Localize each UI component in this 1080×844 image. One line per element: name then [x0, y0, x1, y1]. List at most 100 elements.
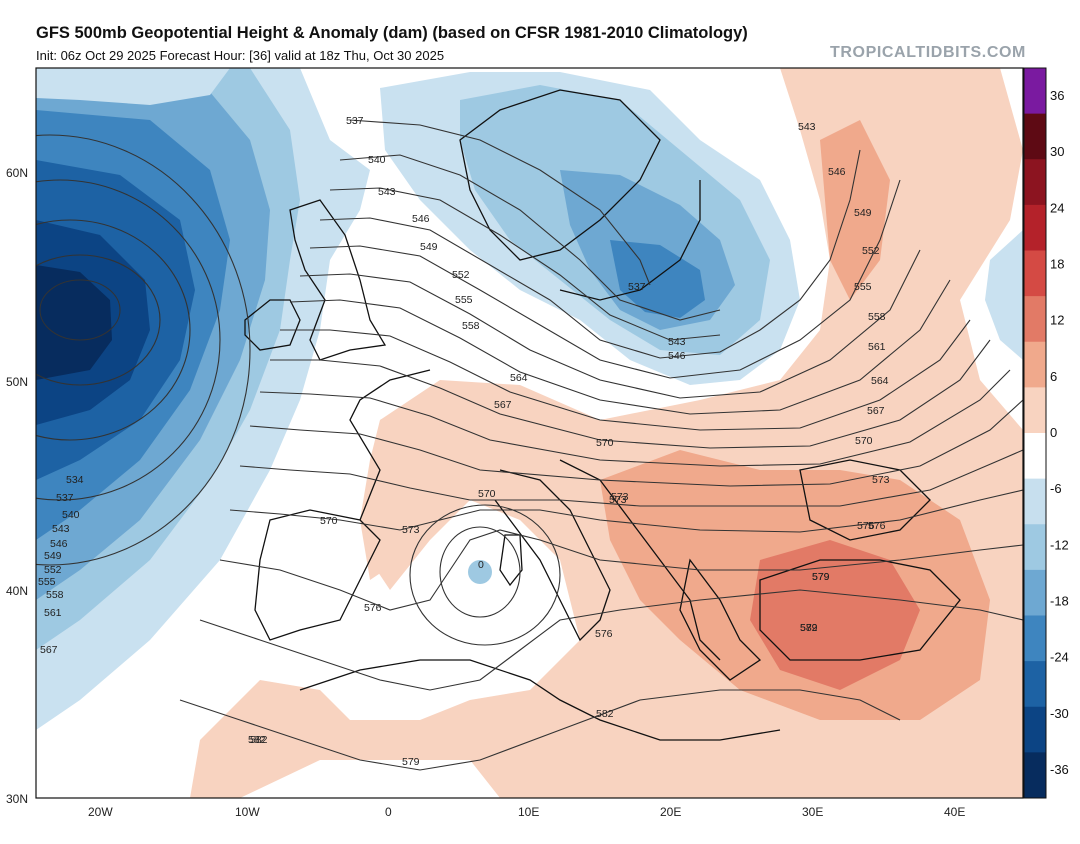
contour-label: 576 [857, 520, 875, 532]
scandinavia-coast [459, 89, 661, 261]
contour-label: 555 [854, 281, 872, 293]
colorbar-tick-label: 30 [1050, 144, 1064, 159]
contour-540 [339, 154, 721, 321]
colorbar-tick-label: -12 [1050, 537, 1069, 552]
contour-label: 546 [412, 213, 430, 225]
contour-label: 558 [868, 311, 886, 323]
contour-label: 549 [854, 207, 872, 219]
contour-label: 540 [368, 154, 386, 166]
map-title: GFS 500mb Geopotential Height & Anomaly … [36, 24, 748, 42]
africa-coast [299, 659, 781, 741]
longitude-labels: 20W 10W 0 10E 20E 30E 40E [88, 805, 965, 819]
atlantic-low-contour-5 [36, 134, 251, 566]
colorbar-swatch [1024, 478, 1046, 525]
contour-label: 567 [494, 399, 512, 411]
contour-549 [309, 179, 901, 379]
contour-555 [289, 279, 951, 415]
contour-label: 573 [611, 491, 629, 503]
colorbar-swatch [1024, 296, 1046, 343]
contour-546 [319, 149, 861, 359]
colorbar-swatch [1024, 159, 1046, 206]
contour-564 [259, 369, 1011, 467]
contour-label: 579 [402, 756, 420, 768]
contour-label: 576 [595, 628, 613, 640]
atlantic-low-contour-3 [36, 219, 191, 441]
lon-label-10e: 10E [518, 805, 539, 819]
latitude-labels: 60N 50N 40N 30N [6, 166, 28, 806]
lon-label-0: 0 [385, 805, 392, 819]
ireland-coast [244, 299, 301, 351]
north-atlantic-anomaly [36, 68, 230, 105]
contour-label: 537 [56, 492, 74, 504]
turkey-coast [759, 559, 961, 661]
colorbar-tick-label: 6 [1050, 369, 1057, 384]
contour-label: 555 [38, 576, 56, 588]
contour-label: 543 [52, 523, 70, 535]
contour-label: 573 [872, 474, 890, 486]
contour-labels: 5375405435465495525555585645675705735765… [38, 115, 890, 768]
atlantic-low-contour-1 [39, 279, 121, 341]
cutoff-low-contour [439, 526, 521, 618]
cutoff-low-anomaly [468, 560, 492, 584]
contour-label: 564 [510, 372, 528, 384]
contour-label: 582 [596, 708, 614, 720]
height-contours [36, 119, 1023, 771]
contour-label: 582 [248, 734, 266, 746]
colorbar-swatch [1024, 615, 1046, 662]
contour-label: 537 [628, 281, 646, 293]
contour-label: 570 [596, 437, 614, 449]
contour-label: 573 [609, 494, 627, 506]
atlantic-low-contour-2 [36, 254, 161, 386]
colorbar-tick-label: 24 [1050, 200, 1064, 215]
colorbar-swatch [1024, 706, 1046, 753]
contour-label: 567 [40, 644, 58, 656]
lon-label-40e: 40E [944, 805, 965, 819]
contour-576 [219, 529, 1023, 611]
contour-label: 552 [862, 245, 880, 257]
colorbar-swatch [1024, 341, 1046, 388]
lat-label-30n: 30N [6, 792, 28, 806]
contour-label: 561 [44, 607, 62, 619]
colorbar-tick-label: -36 [1050, 762, 1069, 777]
colorbar [1023, 67, 1047, 799]
contour-label: 549 [420, 241, 438, 253]
contour-label: 573 [402, 524, 420, 536]
atlantic-anomaly-center [36, 265, 112, 380]
colorbar-swatch [1024, 250, 1046, 297]
brand-watermark: TROPICALTIDBITS.COM [830, 44, 1026, 61]
colorbar-tick-label: 36 [1050, 88, 1064, 103]
contour-label: 543 [668, 336, 686, 348]
contour-label: 570 [478, 488, 496, 500]
colorbar-swatch [1024, 524, 1046, 571]
contour-label: 564 [871, 375, 889, 387]
contour-label: 543 [378, 186, 396, 198]
sardinia-coast [499, 534, 523, 587]
colorbar-border [1023, 67, 1047, 799]
contour-561 [270, 339, 991, 449]
lon-label-30e: 30E [802, 805, 823, 819]
iberia-coast [254, 509, 381, 641]
baltic-coast [559, 180, 701, 301]
turkey-anomaly-strong [750, 540, 920, 690]
black-sea-coast [799, 459, 931, 541]
contour-label: 579 [800, 622, 818, 634]
contour-label: 576 [868, 520, 886, 532]
colorbar-tick-label: 18 [1050, 257, 1064, 272]
contour-label: 552 [44, 564, 62, 576]
contour-label: 540 [62, 509, 80, 521]
colorbar-swatch [1024, 113, 1046, 160]
iberia-anomaly-light [360, 400, 440, 580]
anomaly-fill-layer [36, 68, 1023, 798]
contour-label: 579 [812, 571, 830, 583]
contour-label: 558 [462, 320, 480, 332]
contour-label: 567 [867, 405, 885, 417]
contour-label: 570 [320, 515, 338, 527]
colorbar-tick-label: -6 [1050, 481, 1062, 496]
contour-570 [239, 449, 1023, 507]
france-coast [349, 369, 431, 521]
contour-537 [349, 119, 651, 286]
cutoff-low-contour-outer [409, 504, 561, 646]
contour-label: 546 [668, 350, 686, 362]
scandinavia-anomaly-core [610, 240, 705, 318]
